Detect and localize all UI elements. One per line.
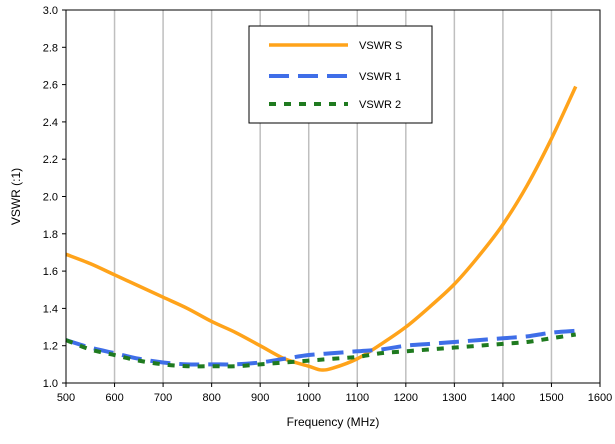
x-tick-label: 600: [105, 392, 123, 404]
x-axis-title: Frequency (MHz): [287, 415, 380, 429]
y-tick-label: 2.8: [43, 42, 58, 54]
y-tick-label: 2.4: [43, 117, 58, 129]
series-line-vswr-1: [65, 328, 576, 367]
x-tick-label: 1100: [345, 392, 369, 404]
series-layer: [65, 85, 578, 372]
y-axis-title: VSWR (:1): [9, 168, 23, 225]
legend-label: VSWR S: [359, 40, 402, 52]
y-tick-label: 1.6: [43, 266, 58, 278]
x-tick-label: 800: [202, 392, 220, 404]
x-tick-label: 1300: [442, 392, 466, 404]
y-tick-label: 2.0: [43, 192, 58, 204]
y-tick-label: 1.4: [43, 303, 58, 315]
x-tick-label: 1600: [588, 392, 612, 404]
x-tick-label: 900: [251, 392, 269, 404]
legend: VSWR S VSWR 1 VSWR 2: [248, 25, 433, 124]
y-tick-label: 1.8: [43, 229, 58, 241]
x-tick-label: 1000: [296, 392, 320, 404]
series-line-vswr-s: [65, 85, 578, 372]
x-tick-label: 1200: [394, 392, 418, 404]
x-tick-label: 1400: [491, 392, 515, 404]
y-tick-label: 2.2: [43, 154, 58, 166]
x-tick-label: 500: [57, 392, 75, 404]
series-line-vswr-2: [65, 332, 577, 369]
tick-layer: 500 600 700 800 900 1000 1100 1200 1300 1400 1500 1…: [43, 5, 613, 404]
y-tick-label: 3.0: [43, 5, 58, 17]
y-tick-label: 1.0: [43, 378, 58, 390]
x-tick-label: 700: [154, 392, 172, 404]
x-tick-label: 1500: [539, 392, 563, 404]
legend-label: VSWR 2: [359, 99, 401, 111]
legend-label: VSWR 1: [359, 71, 401, 83]
y-tick-label: 2.6: [43, 80, 58, 92]
y-tick-label: 1.2: [43, 341, 58, 353]
